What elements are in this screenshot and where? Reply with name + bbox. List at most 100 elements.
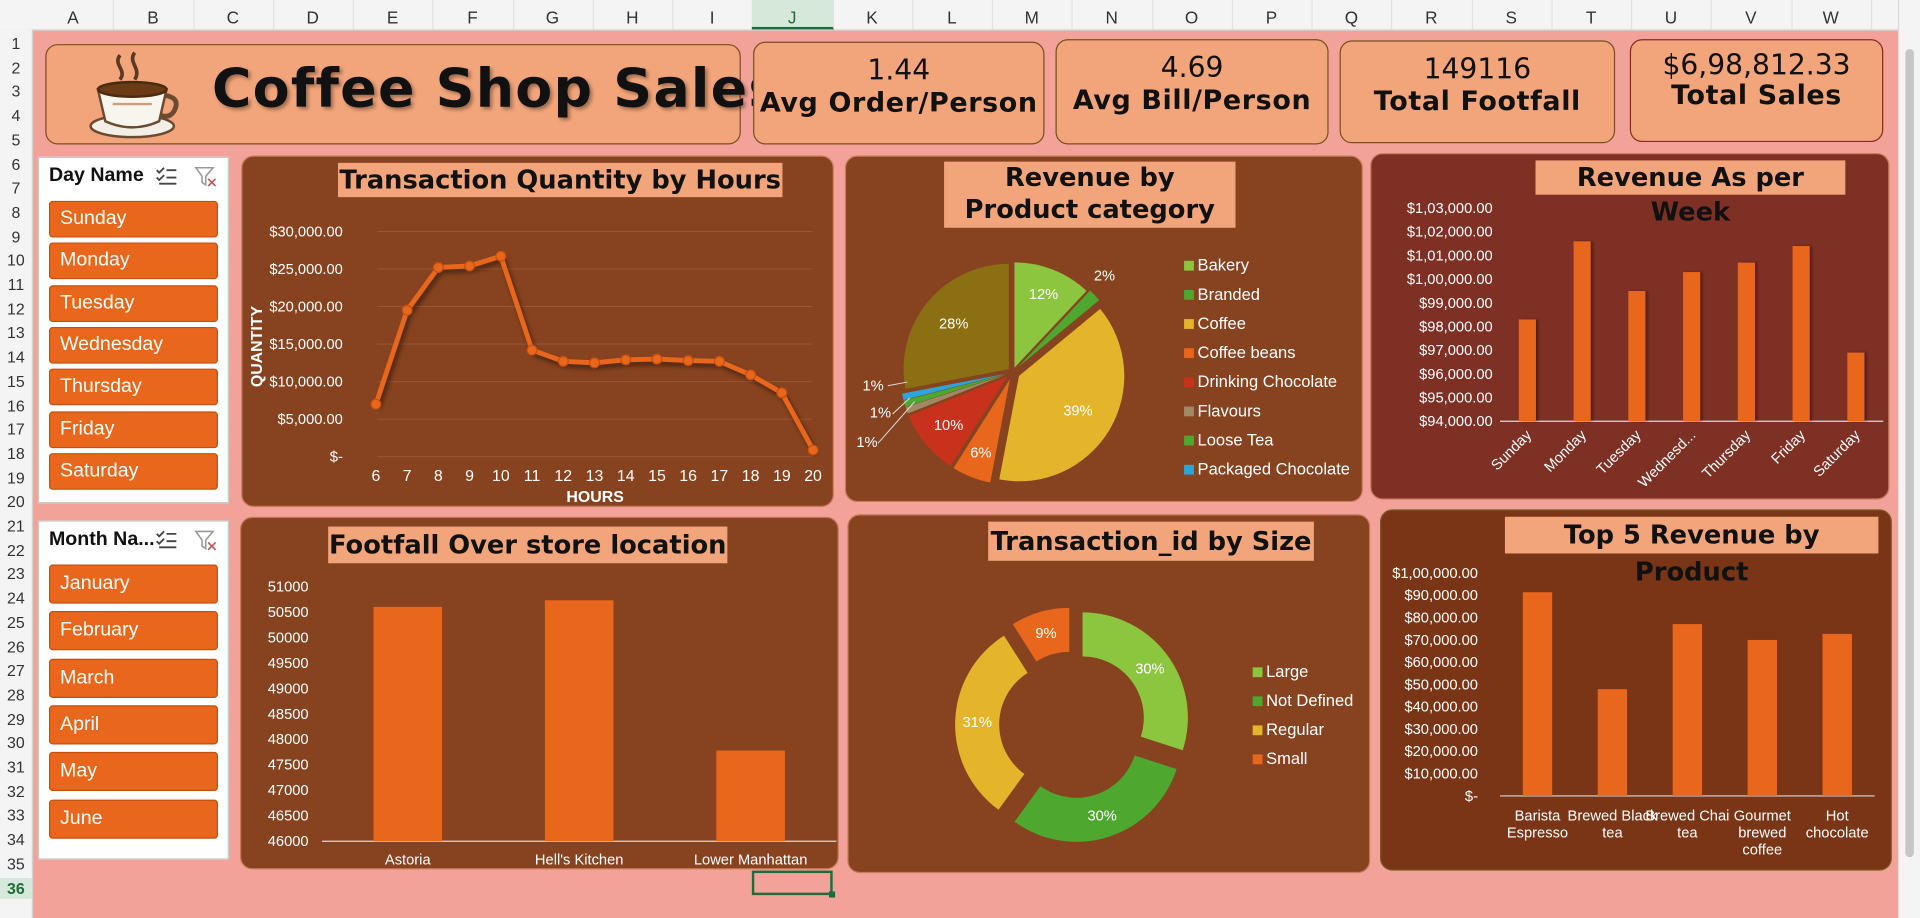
row-header[interactable]: 15 [7,371,25,391]
revenue-category-chart[interactable]: Revenue by Product category 12% 39% 6% 10% 2… [844,155,1363,503]
row-header[interactable]: 3 [11,82,21,101]
row-header[interactable]: 13 [7,323,25,343]
row-header[interactable]: 25 [7,613,25,632]
row-header[interactable]: 24 [7,589,25,608]
row-header[interactable]: 32 [7,782,25,801]
row-header[interactable]: 5 [11,130,21,150]
column-header[interactable]: I [672,0,754,30]
column-header[interactable]: G [512,0,594,30]
column-header[interactable]: A [33,0,115,30]
multi-select-icon[interactable] [154,529,178,551]
row-header[interactable]: 12 [7,299,25,318]
donut-chart-svg: 30% 30% 31% 9% Large Not Defined Regular Small [955,607,1353,842]
clear-filter-icon[interactable] [193,165,217,187]
row-header[interactable]: 33 [7,806,25,825]
column-header[interactable]: L [912,0,994,30]
data-label: 6% [970,445,991,461]
x-tick-label: 12 [554,468,572,485]
row-header[interactable]: 20 [7,492,25,511]
row-header[interactable]: 23 [7,564,25,584]
row-headers[interactable]: 1 2 3 4 5 6 7 8 9 10 11 12 13 14 15 16 17 18 19 20 21 22 23 24 2… [0,29,34,918]
slicer-item-january[interactable]: January [48,564,218,604]
row-header[interactable]: 8 [11,203,21,222]
month-name-slicer[interactable]: Month Na... January February March April May… [37,520,229,860]
kpi-total-footfall: 149116 Total Footfall [1339,40,1616,144]
column-header[interactable]: T [1551,0,1633,30]
slicer-item-tuesday[interactable]: Tuesday [48,284,218,322]
row-header[interactable]: 27 [7,661,25,680]
row-header[interactable]: 31 [7,757,25,777]
data-point [526,344,538,356]
clear-filter-icon[interactable] [193,529,217,551]
row-header[interactable]: 21 [7,516,25,536]
hourly-quantity-chart[interactable]: Transaction Quantity by Hours $30,000.00… [241,155,834,507]
selected-cell[interactable] [751,870,836,898]
column-header[interactable]: V [1711,0,1793,30]
column-header[interactable]: N [1072,0,1153,30]
slicer-item-saturday[interactable]: Saturday [48,452,218,490]
column-header[interactable]: P [1232,0,1313,30]
pie-chart-svg: 12% 39% 6% 10% 28% 2% 1% 1% 1% Bakery Branded Coffe… [856,256,1350,483]
row-header[interactable]: 11 [7,275,25,294]
x-tick-label: 16 [679,468,697,485]
weekly-revenue-chart[interactable]: Revenue As per Week $1,03,000.00 $1,02,00… [1370,153,1890,500]
slicer-item-friday[interactable]: Friday [48,410,218,448]
column-header[interactable]: S [1471,0,1553,30]
slicer-item-thursday[interactable]: Thursday [48,368,218,406]
column-header[interactable]: C [193,0,274,30]
size-donut-chart[interactable]: Transaction_id by Size 30% 30% 31% 9% Large N… [847,514,1371,874]
slicer-item-april[interactable]: April [48,705,218,745]
slicer-item-sunday[interactable]: Sunday [48,200,218,238]
column-header[interactable]: J [752,0,834,30]
row-header[interactable]: 18 [7,444,25,463]
slicer-item-march[interactable]: March [48,658,218,698]
legend-swatch [1184,464,1194,475]
row-header[interactable]: 17 [7,420,25,439]
slicer-item-february[interactable]: February [48,611,218,651]
row-header[interactable]: 9 [11,227,21,246]
row-header[interactable]: 2 [11,58,21,77]
footfall-location-chart[interactable]: Footfall Over store location 51000 50500 5… [240,516,839,870]
slicer-item-june[interactable]: June [48,798,218,839]
column-header[interactable]: E [353,0,434,30]
row-header[interactable]: 34 [7,830,25,849]
column-header[interactable]: D [273,0,354,30]
slicer-item-may[interactable]: May [48,752,218,792]
scrollbar-thumb[interactable] [1905,48,1914,858]
column-header[interactable]: F [433,0,514,30]
column-header[interactable]: W [1791,0,1872,30]
row-header[interactable]: 1 [11,34,21,53]
column-header[interactable]: K [832,0,914,30]
row-header[interactable]: 26 [7,637,25,656]
multi-select-icon[interactable] [154,165,178,187]
row-header[interactable]: 30 [7,733,25,753]
column-header[interactable]: O [1152,0,1233,30]
day-name-slicer[interactable]: Day Name Sunday Monday Tuesday Wednesday Thu… [37,156,229,504]
row-header[interactable]: 4 [11,106,21,126]
row-header[interactable]: 36 [0,877,32,899]
row-header[interactable]: 22 [7,540,25,560]
column-header[interactable]: M [992,0,1073,30]
data-label: 39% [1063,404,1092,420]
column-header[interactable]: R [1391,0,1473,30]
row-header[interactable]: 6 [11,154,21,174]
row-header[interactable]: 19 [7,468,25,487]
column-header[interactable]: U [1631,0,1713,30]
row-header[interactable]: 16 [7,396,25,415]
row-header[interactable]: 35 [7,854,25,873]
row-header[interactable]: 29 [7,709,25,729]
y-tick-label: $98,000.00 [1419,319,1493,335]
slicer-item-monday[interactable]: Monday [48,242,218,280]
column-header[interactable]: B [113,0,195,30]
row-header[interactable]: 14 [7,347,25,367]
slicer-item-wednesday[interactable]: Wednesday [48,326,218,364]
row-header[interactable]: 7 [11,179,21,198]
row-header[interactable]: 28 [7,685,25,704]
column-header[interactable]: H [592,0,674,30]
top5-product-chart[interactable]: Top 5 Revenue by Product $1,00,000.00 $90… [1380,509,1892,871]
row-header[interactable]: 10 [7,251,25,270]
vertical-scrollbar[interactable] [1897,0,1920,918]
x-tick-label: Lower Manhattan [694,852,808,868]
column-header[interactable]: Q [1311,0,1393,30]
